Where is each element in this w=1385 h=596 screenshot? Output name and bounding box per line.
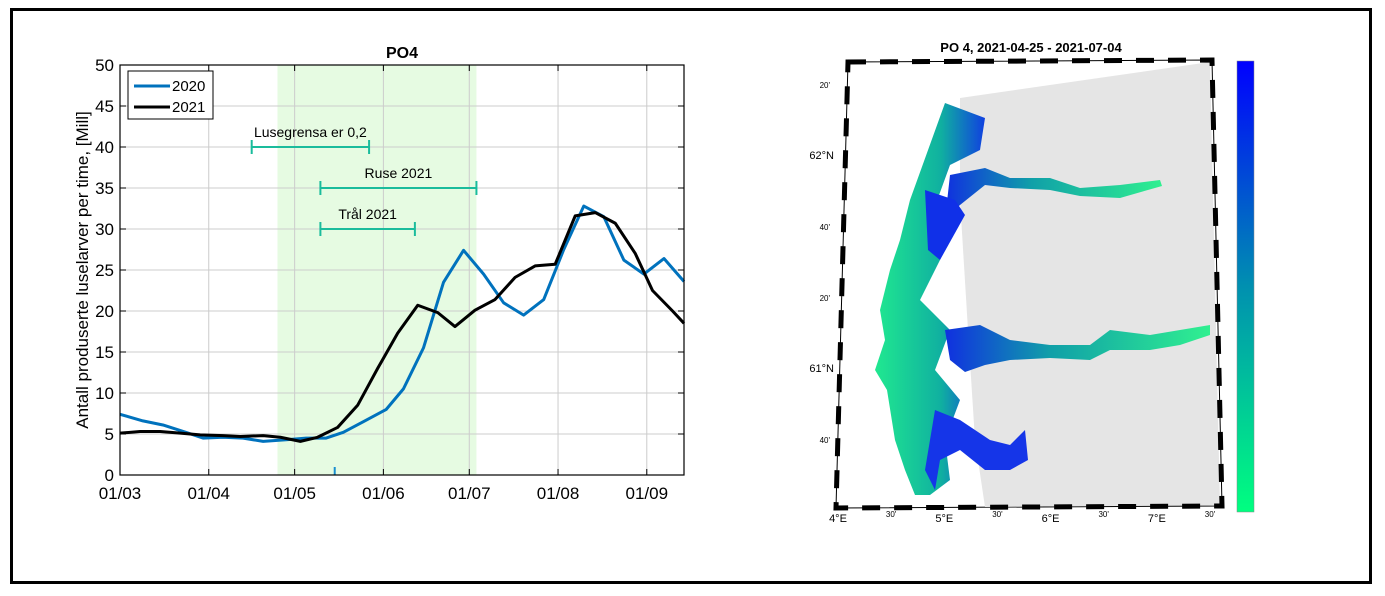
fjord-south bbox=[925, 410, 1028, 490]
lon-label: 30' bbox=[1098, 510, 1109, 519]
lon-label: 30' bbox=[992, 510, 1003, 519]
map-border bbox=[833, 57, 1225, 511]
legend-label-2021: 2021 bbox=[172, 99, 205, 116]
interval-label: Trål 2021 bbox=[338, 206, 397, 222]
lat-label: 40' bbox=[820, 436, 831, 445]
x-tick-label: 01/08 bbox=[537, 484, 580, 503]
y-tick-label: 15 bbox=[95, 343, 114, 362]
x-tick-label: 01/05 bbox=[273, 484, 316, 503]
fjord-inner bbox=[925, 190, 965, 260]
line-chart: PO4 Antall produserte luselarver per tim… bbox=[73, 45, 686, 503]
y-tick-label: 45 bbox=[95, 97, 114, 116]
lon-label: 30' bbox=[1205, 510, 1216, 519]
figure-frame bbox=[10, 8, 1372, 584]
y-tick-label: 50 bbox=[95, 56, 114, 75]
colorbar bbox=[1236, 60, 1255, 513]
y-tick-label: 25 bbox=[95, 261, 114, 280]
land bbox=[960, 62, 1220, 507]
lon-label: 7°E bbox=[1148, 513, 1166, 525]
y-tick-label: 10 bbox=[95, 384, 114, 403]
lon-label: 4°E bbox=[829, 513, 847, 525]
y-tick-label: 30 bbox=[95, 220, 114, 239]
map-area bbox=[833, 57, 1225, 511]
x-tick-label: 01/03 bbox=[99, 484, 142, 503]
sognefjord bbox=[945, 325, 1210, 372]
y-tick-label: 5 bbox=[105, 425, 114, 444]
y-axis-label: Antall produserte luselarver per time, [… bbox=[73, 111, 92, 428]
x-tick-label: 01/04 bbox=[187, 484, 230, 503]
x-tick-label: 01/07 bbox=[448, 484, 491, 503]
legend: 2020 2021 bbox=[127, 70, 214, 120]
interval-label: Lusegrensa er 0,2 bbox=[254, 124, 367, 140]
interval-label: Ruse 2021 bbox=[365, 165, 433, 181]
x-tick-label: 01/09 bbox=[626, 484, 669, 503]
legend-label-2020: 2020 bbox=[172, 78, 205, 95]
lon-label: 30' bbox=[886, 510, 897, 519]
lat-label: 62°N bbox=[809, 150, 834, 162]
x-tick-label: 01/06 bbox=[362, 484, 405, 503]
coastal-sea bbox=[875, 103, 985, 495]
lon-label: 5°E bbox=[935, 513, 953, 525]
plot-area-border bbox=[119, 64, 685, 476]
lat-label: 20' bbox=[820, 81, 831, 90]
lon-label: 6°E bbox=[1042, 513, 1060, 525]
chart-title: PO4 bbox=[386, 45, 418, 62]
y-tick-label: 0 bbox=[105, 466, 114, 485]
y-tick-label: 40 bbox=[95, 138, 114, 157]
series-line-2021 bbox=[119, 211, 686, 443]
lat-label: 61°N bbox=[809, 363, 834, 375]
y-tick-label: 35 bbox=[95, 179, 114, 198]
lat-label: 40' bbox=[820, 223, 831, 232]
y-tick-label: 20 bbox=[95, 302, 114, 321]
fjord-north bbox=[945, 168, 1162, 220]
map-title: PO 4, 2021-04-25 - 2021-07-04 bbox=[940, 40, 1122, 55]
lat-label: 20' bbox=[820, 294, 831, 303]
